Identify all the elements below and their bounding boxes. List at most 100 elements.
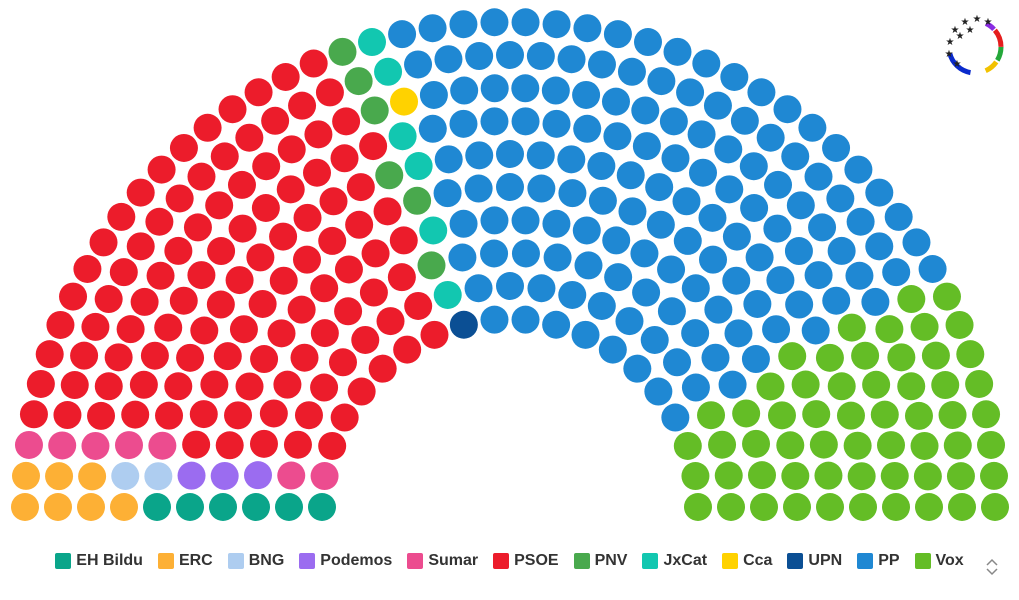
seat (44, 493, 72, 521)
seat (207, 237, 236, 266)
legend-item[interactable]: PSOE (493, 552, 559, 570)
legend-item[interactable]: Podemos (299, 552, 392, 570)
seat (965, 369, 994, 398)
seat (756, 372, 785, 401)
seat (938, 401, 967, 430)
seat (847, 462, 876, 491)
seat (81, 312, 110, 341)
seat (657, 297, 686, 326)
seat (261, 106, 290, 135)
legend-label: JxCat (663, 552, 708, 569)
seat (644, 377, 673, 406)
seat (687, 120, 716, 149)
seat (542, 109, 571, 138)
seat (714, 461, 743, 490)
legend-item[interactable]: Cca (722, 552, 772, 570)
seat (334, 255, 363, 284)
legend-swatch (914, 553, 931, 569)
seat (496, 272, 524, 300)
seat (418, 114, 447, 143)
seat (250, 345, 279, 374)
legend-swatch (787, 553, 804, 569)
seat (511, 305, 540, 334)
seat (121, 400, 150, 429)
scroll-arrows[interactable] (985, 557, 999, 577)
seat (802, 400, 831, 429)
legend-item[interactable]: Vox (914, 552, 964, 570)
seat (376, 307, 405, 336)
seat (948, 493, 976, 521)
seat (318, 431, 347, 460)
seat (332, 107, 361, 136)
seat (330, 144, 359, 173)
seat (48, 431, 77, 460)
seat (767, 401, 796, 430)
legend-swatch (227, 553, 244, 569)
seat (632, 278, 661, 307)
seat (720, 62, 749, 91)
seat (419, 80, 448, 109)
seat (360, 96, 389, 125)
seat (345, 210, 374, 239)
legend-item[interactable]: Sumar (407, 552, 478, 570)
seat (511, 206, 540, 235)
seat (388, 122, 417, 151)
seat (271, 62, 300, 91)
seat (865, 232, 894, 261)
legend-swatch (407, 553, 424, 569)
svg-text:★: ★ (966, 25, 975, 36)
legend-item[interactable]: UPN (787, 552, 842, 570)
legend-item[interactable]: PNV (573, 552, 628, 570)
seat (623, 354, 652, 383)
legend-item[interactable]: ERC (157, 552, 213, 570)
seat (750, 493, 778, 521)
seat (882, 258, 911, 287)
seat (206, 290, 235, 319)
legend-item[interactable]: JxCat (642, 552, 707, 570)
seat (46, 310, 75, 339)
legend-label: PNV (594, 552, 628, 569)
seat (148, 431, 177, 460)
seat (374, 57, 403, 86)
seat (943, 431, 972, 460)
seat (557, 145, 586, 174)
seat (60, 371, 89, 400)
seat (299, 49, 328, 78)
seat (977, 430, 1006, 459)
svg-text:★: ★ (946, 37, 955, 48)
seat (130, 287, 159, 316)
seat (851, 341, 880, 370)
seat (527, 174, 556, 203)
seat (294, 401, 323, 430)
legend-item[interactable]: EH Bildu (55, 552, 143, 570)
seat (640, 325, 669, 354)
seat (215, 431, 244, 460)
seat (763, 214, 792, 243)
seat (259, 399, 288, 428)
seat (845, 261, 874, 290)
seat (155, 401, 184, 430)
legend-item[interactable]: PP (857, 552, 900, 570)
seat (647, 67, 676, 96)
legend-item[interactable]: BNG (227, 552, 284, 570)
seat (111, 461, 140, 490)
chart: ★★ ★ ★ ★★★★★ (11, 8, 1009, 521)
seat (588, 186, 617, 215)
seat (897, 285, 926, 314)
seat (786, 191, 815, 220)
seat (602, 226, 631, 255)
seat (722, 222, 751, 251)
seat (252, 152, 281, 181)
seat (480, 8, 509, 37)
seat (126, 232, 155, 261)
logo: ★★ ★ ★ ★★★★★ (945, 14, 1004, 76)
seat (910, 431, 939, 460)
seat (359, 278, 388, 307)
seat (918, 255, 947, 284)
seat (404, 291, 433, 320)
seat (542, 209, 571, 238)
seat (315, 78, 344, 107)
seat (681, 319, 710, 348)
legend-label: PSOE (514, 552, 559, 569)
